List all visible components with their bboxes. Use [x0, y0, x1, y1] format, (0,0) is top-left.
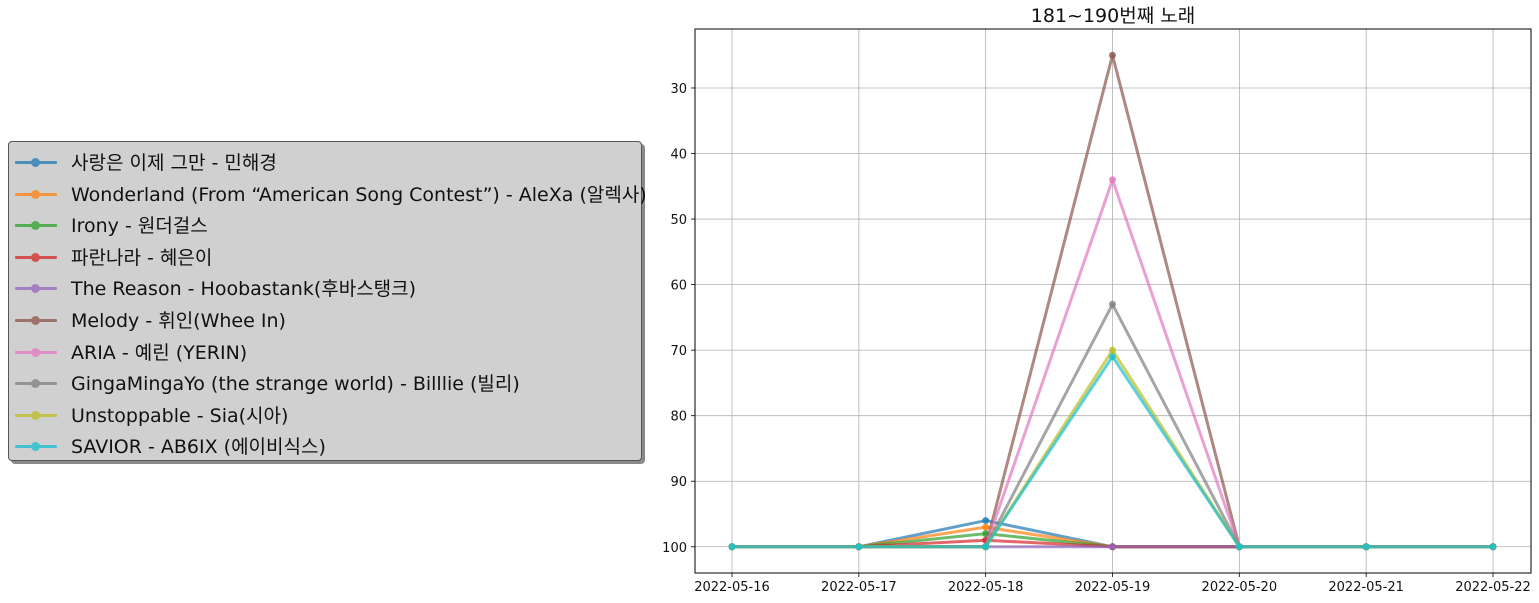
x-tick-label: 2022-05-20: [1202, 580, 1278, 595]
y-tick-label: 60: [670, 279, 687, 294]
data-point: [1109, 543, 1116, 551]
data-point: [982, 523, 990, 531]
chart-title: 181~190번째 노래: [1031, 5, 1195, 27]
series-lines: [728, 51, 1497, 551]
legend-swatch: [15, 221, 57, 231]
data-point: [1109, 176, 1116, 184]
legend-label: SAVIOR - AB6IX (에이비식스): [71, 436, 326, 459]
legend-entry: Irony - 원더걸스: [9, 209, 641, 239]
data-point: [1235, 543, 1243, 551]
legend-entry: 사랑은 이제 그만 - 민해경: [9, 146, 641, 176]
legend-entry: Wonderland (From “American Song Contest”…: [9, 178, 647, 208]
y-tick-label: 80: [670, 410, 687, 425]
grid: [695, 29, 1531, 573]
legend-swatch: [15, 379, 57, 389]
legend-entry: SAVIOR - AB6IX (에이비식스): [9, 430, 641, 460]
data-point: [1362, 543, 1370, 551]
legend-entry: Unstoppable - Sia(시아): [9, 399, 641, 429]
data-point: [1109, 300, 1116, 308]
legend-swatch: [15, 252, 57, 262]
legend-swatch: [15, 410, 57, 420]
y-tick-label: 70: [670, 344, 687, 359]
data-point: [1109, 346, 1116, 354]
data-point: [855, 543, 863, 551]
legend-entry: The Reason - Hoobastank(후바스탱크): [9, 272, 641, 302]
y-tick-label: 100: [662, 541, 687, 556]
legend-swatch: [15, 316, 57, 325]
x-tick-label: 2022-05-16: [694, 580, 770, 595]
legend-label: Melody - 휘인(Whee In): [71, 310, 286, 332]
legend-label: 사랑은 이제 그만 - 민해경: [71, 152, 277, 174]
legend-label: GingaMingaYo (the strange world) - Billl…: [71, 373, 520, 396]
legend-swatch: [15, 347, 57, 357]
x-tick-label: 2022-05-18: [948, 580, 1024, 595]
legend-label: The Reason - Hoobastank(후바스탱크): [71, 278, 417, 301]
legend: 사랑은 이제 그만 - 민해경 Wonderland (From “America…: [8, 141, 647, 461]
y-tick-label: 30: [670, 82, 687, 97]
x-tick-label: 2022-05-22: [1455, 580, 1531, 595]
legend-swatch: [15, 189, 57, 199]
axis-ticks: 2022-05-16 2022-05-17 2022-05-18 2022-05-19…: [662, 82, 1531, 595]
legend-label: Irony - 원더걸스: [71, 215, 208, 238]
legend-swatch: [15, 442, 57, 452]
legend-entry: GingaMingaYo (the strange world) - Billl…: [9, 367, 641, 397]
legend-entry: 파란나라 - 혜은이: [9, 241, 641, 271]
legend-swatch: [15, 158, 57, 167]
data-point: [1489, 543, 1497, 551]
x-tick-label: 2022-05-21: [1328, 580, 1404, 595]
legend-entry: Melody - 휘인(Whee In): [9, 304, 641, 334]
legend-swatch: [15, 284, 57, 294]
plot-area-frame: [694, 28, 1532, 574]
legend-label: ARIA - 예린 (YERIN): [71, 341, 248, 364]
y-tick-label: 40: [670, 148, 687, 163]
data-point: [728, 543, 736, 551]
data-point: [1109, 51, 1116, 59]
y-tick-label: 50: [670, 213, 687, 228]
data-point: [982, 543, 990, 551]
x-tick-label: 2022-05-19: [1075, 580, 1151, 595]
y-tick-label: 90: [670, 475, 687, 490]
data-point: [1109, 353, 1116, 361]
legend-label: 파란나라 - 혜은이: [71, 246, 213, 269]
x-tick-label: 2022-05-17: [821, 580, 897, 595]
legend-entry: ARIA - 예린 (YERIN): [9, 336, 641, 366]
legend-label: Unstoppable - Sia(시아): [71, 404, 289, 427]
data-point: [982, 517, 990, 525]
legend-label: Wonderland (From “American Song Contest”…: [71, 183, 647, 206]
